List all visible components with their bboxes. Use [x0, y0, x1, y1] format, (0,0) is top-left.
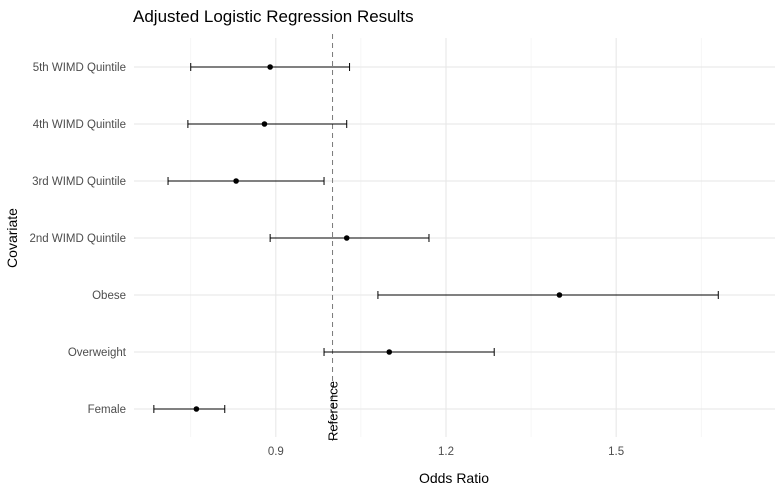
data-marks: [153, 63, 719, 413]
y-tick-label: 4th WIMD Quintile: [33, 119, 126, 131]
y-tick-label: Female: [88, 404, 126, 416]
y-tick-label: 2nd WIMD Quintile: [29, 233, 126, 245]
x-tick-label: 1.5: [608, 446, 624, 458]
point-estimate: [556, 292, 563, 298]
x-tick-label: 1.2: [438, 446, 454, 458]
y-tick-label: 5th WIMD Quintile: [33, 62, 126, 74]
y-axis-title: Covariate: [4, 208, 20, 268]
x-tick-labels: 0.9 1.2 1.5: [268, 446, 624, 458]
chart-title: Adjusted Logistic Regression Results: [133, 7, 414, 26]
reference-line-group: Reference: [326, 34, 341, 441]
y-tick-labels: 5th WIMD Quintile 4th WIMD Quintile 3rd WI…: [29, 62, 126, 416]
point-estimate: [193, 406, 200, 412]
y-tick-label: Obese: [92, 290, 126, 302]
point-estimate: [261, 121, 268, 127]
x-axis-title: Odds Ratio: [419, 470, 489, 486]
point-estimate: [343, 235, 350, 241]
x-tick-label: 0.9: [268, 446, 284, 458]
y-tick-label: 3rd WIMD Quintile: [32, 176, 126, 188]
reference-label: Reference: [326, 381, 341, 441]
point-estimate: [386, 349, 393, 355]
point-estimate: [267, 64, 273, 70]
y-tick-label: Overweight: [68, 347, 127, 359]
grid: [134, 38, 775, 437]
point-estimate: [233, 178, 239, 184]
